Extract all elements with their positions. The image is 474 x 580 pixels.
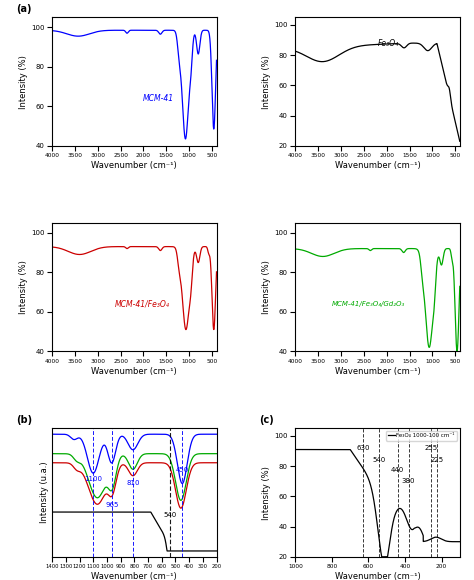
- Text: 380: 380: [402, 477, 415, 484]
- Text: (a): (a): [16, 4, 31, 15]
- Text: 225: 225: [430, 457, 444, 463]
- Legend: Fe₃O₄ 1000-100 cm⁻¹: Fe₃O₄ 1000-100 cm⁻¹: [386, 431, 457, 441]
- Y-axis label: Intensity (%): Intensity (%): [19, 55, 28, 108]
- Text: 1100: 1100: [84, 476, 102, 483]
- Text: MCM-41/Fe₃O₄: MCM-41/Fe₃O₄: [115, 299, 170, 309]
- Text: 450: 450: [176, 467, 189, 473]
- Text: 630: 630: [356, 445, 370, 451]
- Text: MCM-41/Fe₃O₄/Gd₂O₃: MCM-41/Fe₃O₄/Gd₂O₃: [332, 302, 405, 307]
- Text: 440: 440: [391, 467, 404, 473]
- Text: 255: 255: [425, 445, 438, 451]
- Text: 965: 965: [105, 502, 118, 508]
- Text: 540: 540: [164, 512, 176, 519]
- Y-axis label: Intensity (%): Intensity (%): [263, 55, 272, 108]
- Y-axis label: Intensity (%): Intensity (%): [19, 260, 28, 314]
- Y-axis label: Intensity (%): Intensity (%): [263, 260, 272, 314]
- Text: (b): (b): [16, 415, 32, 425]
- Text: MCM-41: MCM-41: [143, 94, 173, 103]
- X-axis label: Wavenumber (cm⁻¹): Wavenumber (cm⁻¹): [335, 367, 420, 376]
- Text: Fe₃O₄: Fe₃O₄: [378, 39, 399, 48]
- Text: (c): (c): [259, 415, 274, 425]
- X-axis label: Wavenumber (cm⁻¹): Wavenumber (cm⁻¹): [335, 572, 420, 580]
- X-axis label: Wavenumber (cm⁻¹): Wavenumber (cm⁻¹): [91, 572, 177, 580]
- X-axis label: Wavenumber (cm⁻¹): Wavenumber (cm⁻¹): [91, 367, 177, 376]
- Text: 540: 540: [373, 457, 386, 463]
- Text: 810: 810: [126, 480, 140, 486]
- Y-axis label: Intensity (u.a.): Intensity (u.a.): [40, 462, 49, 523]
- X-axis label: Wavenumber (cm⁻¹): Wavenumber (cm⁻¹): [335, 161, 420, 171]
- Y-axis label: Intensity (%): Intensity (%): [263, 466, 272, 520]
- X-axis label: Wavenumber (cm⁻¹): Wavenumber (cm⁻¹): [91, 161, 177, 171]
